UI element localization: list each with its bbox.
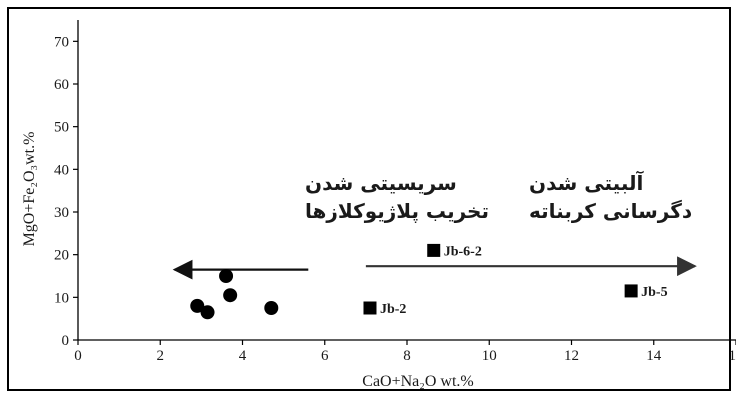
y-tick-label: 70 bbox=[54, 34, 69, 50]
y-axis-title: MgO+Fe₂O₃wt.% bbox=[21, 132, 38, 247]
y-tick-label: 30 bbox=[54, 205, 69, 221]
data-point-circle bbox=[223, 288, 237, 302]
x-tick-label: 14 bbox=[646, 348, 662, 364]
y-tick-label: 20 bbox=[54, 248, 69, 264]
data-point-square bbox=[625, 284, 638, 297]
y-tick-label: 0 bbox=[62, 333, 70, 349]
data-point-circle bbox=[201, 305, 215, 319]
data-point-label: Jb-2 bbox=[380, 302, 406, 317]
albitization-label: دگرسانی کربناته bbox=[529, 199, 692, 223]
x-tick-label: 16 bbox=[729, 348, 736, 364]
x-tick-label: 2 bbox=[157, 348, 165, 364]
x-axis-title: CaO+Na₂O wt.% bbox=[362, 373, 473, 390]
y-tick-label: 10 bbox=[54, 290, 69, 306]
data-point-label: Jb-5 bbox=[641, 285, 667, 300]
albitization-label: آلبیتی شدن bbox=[529, 170, 644, 195]
x-tick-label: 8 bbox=[403, 348, 411, 364]
x-tick-label: 12 bbox=[564, 348, 579, 364]
x-tick-label: 6 bbox=[321, 348, 329, 364]
sericitization-label: سریسیتی شدن bbox=[305, 171, 457, 195]
data-point-label: Jb-6-2 bbox=[444, 244, 482, 259]
y-tick-label: 50 bbox=[54, 120, 69, 136]
y-tick-label: 60 bbox=[54, 77, 69, 93]
y-tick-label: 40 bbox=[54, 162, 69, 178]
x-tick-label: 0 bbox=[74, 348, 82, 364]
x-tick-label: 4 bbox=[239, 348, 247, 364]
data-point-circle bbox=[264, 301, 278, 315]
x-tick-label: 10 bbox=[482, 348, 497, 364]
data-point-circle bbox=[219, 269, 233, 283]
sericitization-label: تخریب پلاژیوکلازها bbox=[305, 199, 489, 224]
data-point-square bbox=[427, 244, 440, 257]
data-point-square bbox=[363, 302, 376, 315]
